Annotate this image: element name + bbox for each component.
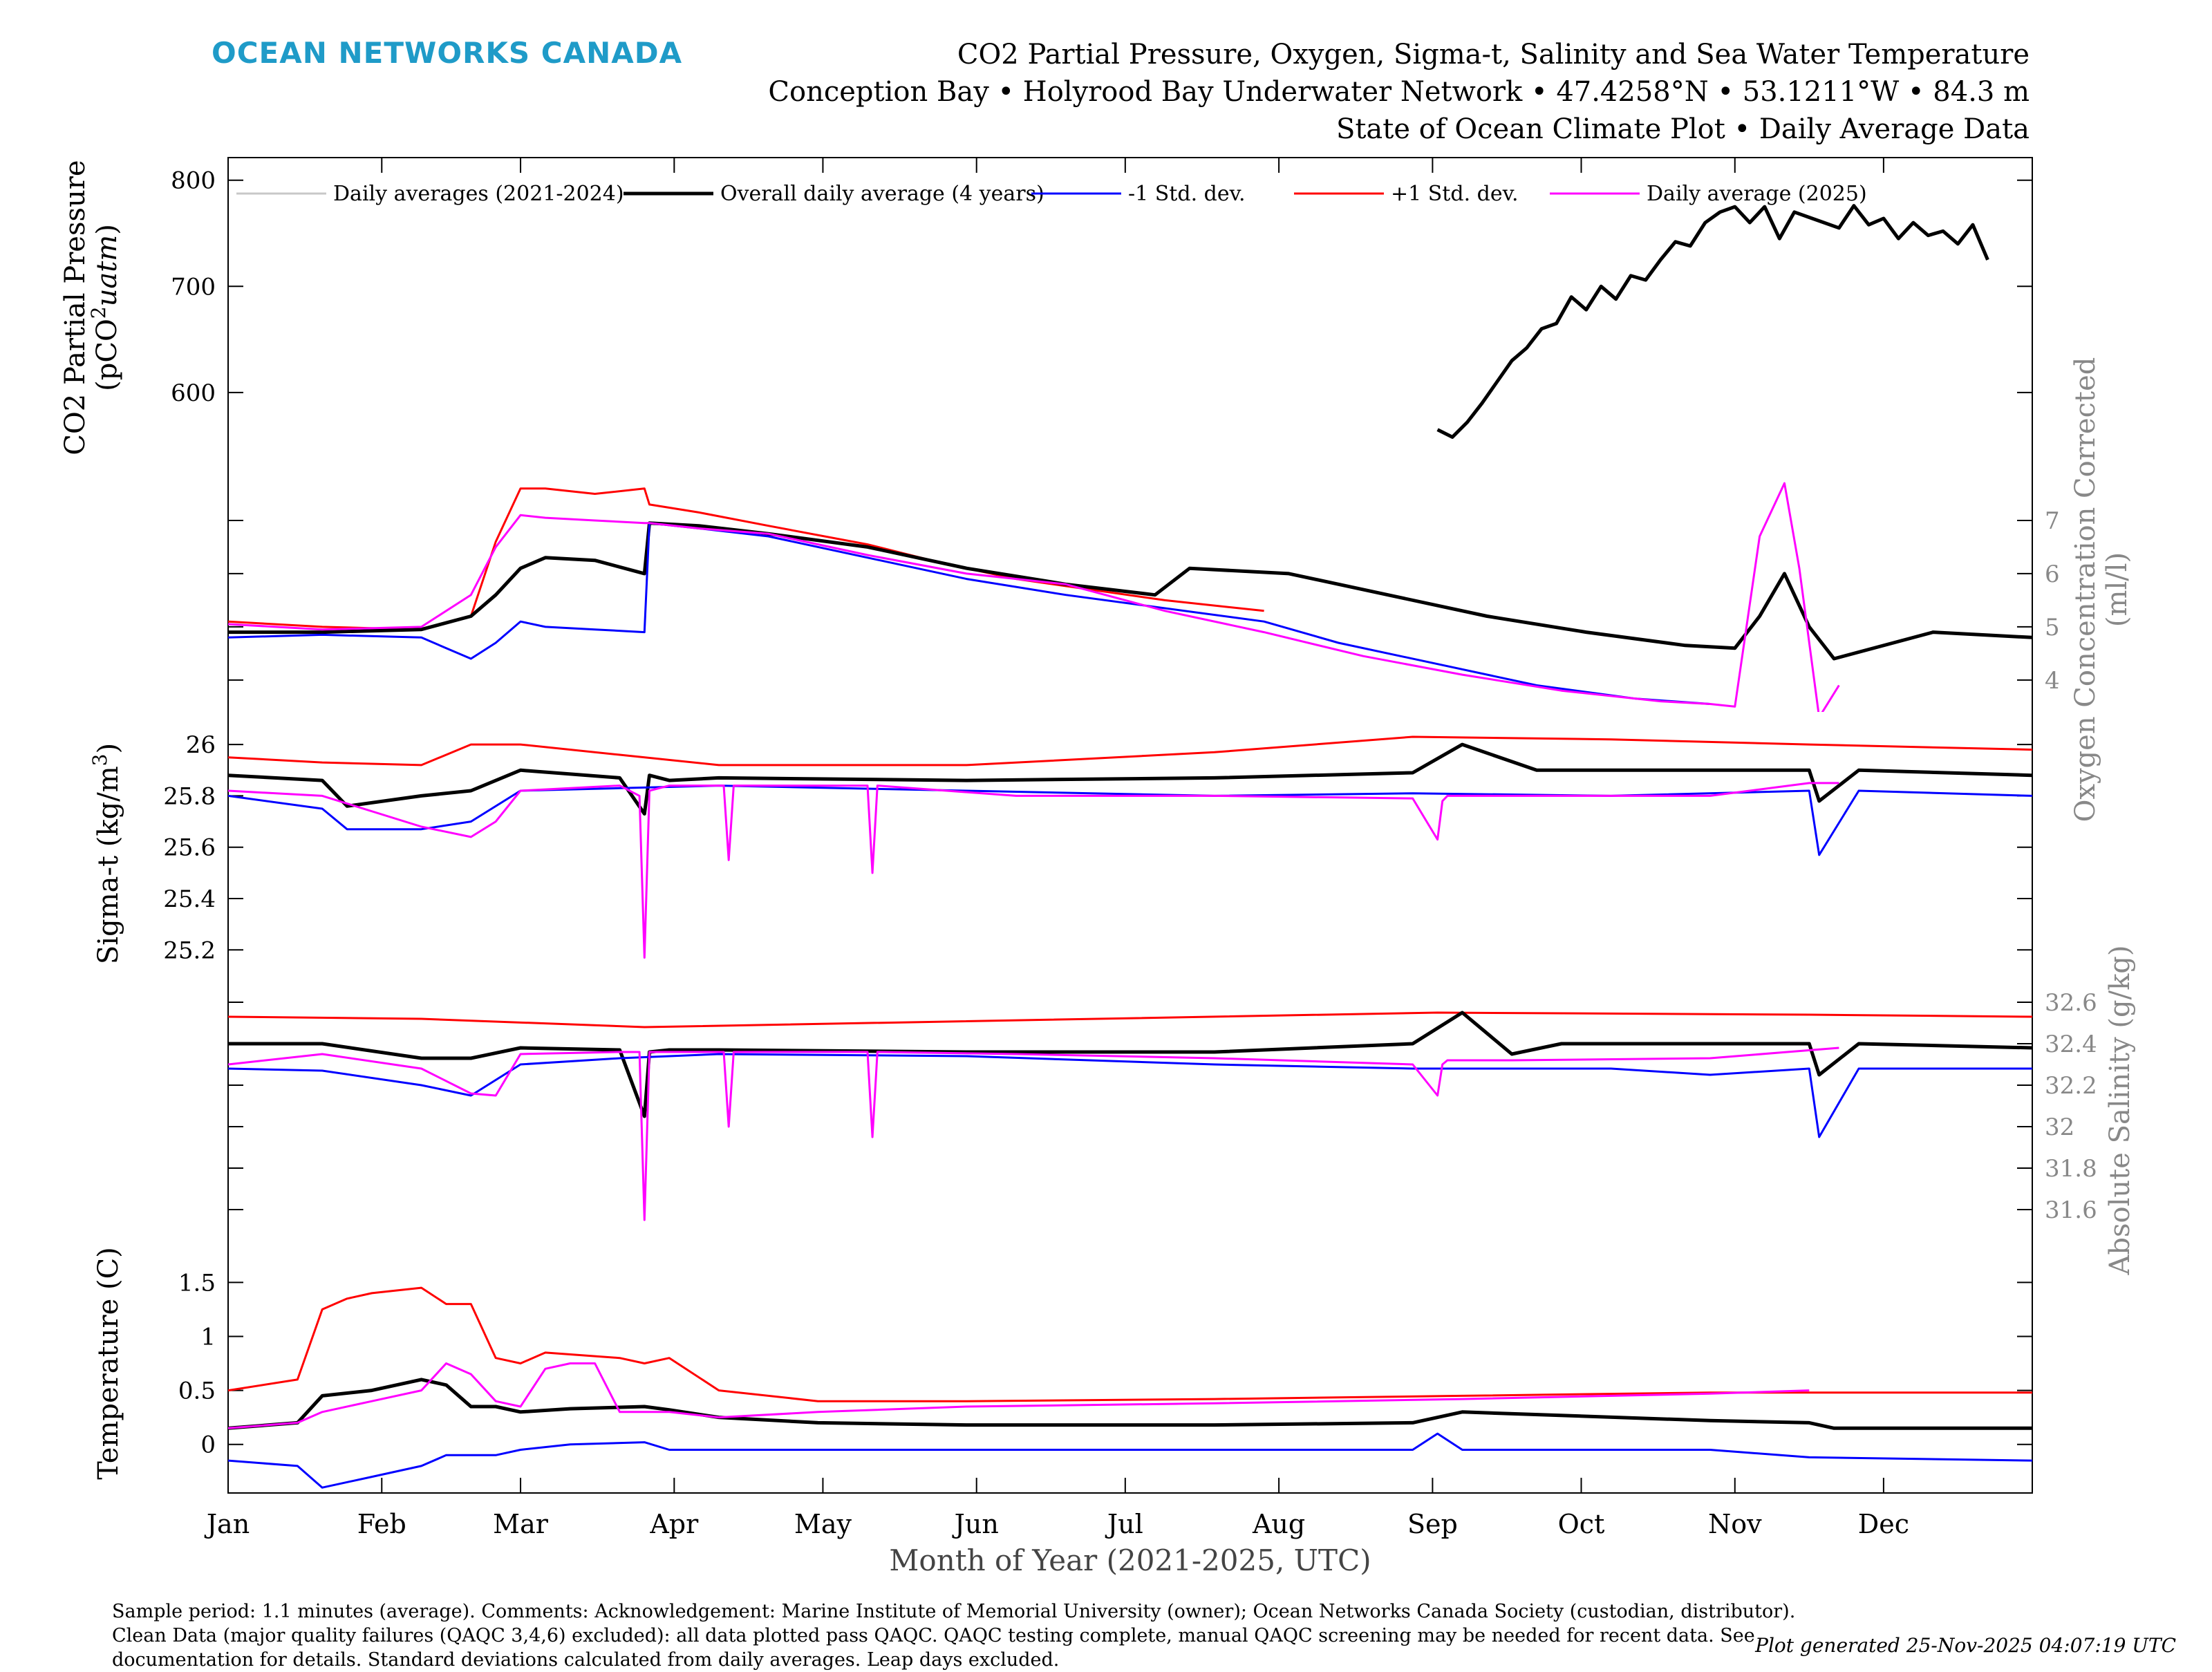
y-axis-label: Sigma-t (kg/m3) [88, 743, 125, 964]
series-line-1-std-dev [228, 1011, 2032, 1028]
series-line-1-std-dev [228, 1432, 2032, 1489]
x-tick-label-feb: Feb [357, 1509, 406, 1539]
series-line-1-std-dev [228, 1053, 2032, 1138]
series-line-1-std-dev [228, 785, 2032, 856]
y-tick-label: 25.8 [163, 782, 216, 810]
legend-label-overall-daily-average-4-years: Overall daily average (4 years) [720, 182, 1044, 206]
series-line-1-std-dev [228, 1286, 2032, 1402]
series-line-overall-daily-average-4-years [228, 1011, 2032, 1118]
y-tick-label: 700 [171, 273, 216, 301]
footer-note: Sample period: 1.1 minutes (average). Co… [112, 1601, 1796, 1671]
y-tick-label: 26 [186, 731, 216, 759]
y-tick-label: 32.4 [2045, 1031, 2097, 1058]
series-line-daily-average-2025 [228, 482, 1840, 712]
series-line-daily-average-2025 [228, 1362, 1810, 1429]
x-tick-label-jun: Jun [952, 1509, 999, 1539]
series-line-1-std-dev [228, 487, 1264, 631]
y-tick-label: 32.2 [2045, 1072, 2097, 1100]
series-line-1-std-dev [228, 522, 1711, 705]
x-tick-label-apr: Apr [649, 1509, 699, 1539]
x-tick-label-may: May [794, 1509, 852, 1539]
legend-label-1-std-dev: +1 Std. dev. [1391, 182, 1519, 206]
y-tick-label: 25.2 [163, 937, 216, 964]
x-axis-label: Month of Year (2021-2025, UTC) [889, 1543, 1371, 1577]
y-tick-label: 7 [2045, 507, 2060, 535]
x-tick-label-dec: Dec [1858, 1509, 1909, 1539]
x-tick-label-sep: Sep [1407, 1509, 1458, 1539]
series-line-daily-average-2025 [228, 1046, 1839, 1221]
x-tick-label-oct: Oct [1558, 1509, 1605, 1539]
y-tick-label: 31.8 [2045, 1155, 2097, 1183]
plot-title-line2: Conception Bay • Holyrood Bay Underwater… [768, 76, 2030, 108]
series-line-overall-daily-average-4-years [228, 742, 2032, 816]
y-tick-label: 1.5 [178, 1269, 216, 1297]
x-tick-label-jan: Jan [204, 1509, 250, 1539]
y-tick-label: 25.4 [163, 885, 216, 913]
x-tick-label-aug: Aug [1252, 1509, 1305, 1539]
y-tick-label: 32 [2045, 1114, 2074, 1141]
y-tick-label: 31.6 [2045, 1196, 2097, 1224]
y-axis-label: Oxygen Concentration Corrected(ml/l) [2070, 357, 2133, 823]
panel-sigma-t: 25.2 25.4 25.6 25.8 26 Sigma-t (kg/m3) [88, 731, 2032, 964]
y-axis-label: Absolute Salinity (g/kg) [2104, 945, 2136, 1275]
y-tick-label: 25.6 [163, 834, 216, 862]
y-tick-label: 800 [171, 167, 216, 195]
y-tick-label: 600 [171, 379, 216, 407]
y-tick-label: 32.6 [2045, 989, 2097, 1017]
x-tick-label-mar: Mar [493, 1509, 549, 1539]
y-tick-label: 0.5 [178, 1378, 216, 1405]
ocean-networks-canada-logo: OCEAN NETWORKS CANADA [212, 36, 683, 70]
legend-label-1-std-dev: -1 Std. dev. [1128, 182, 1246, 206]
legend-label-daily-average-2025: Daily average (2025) [1647, 182, 1867, 206]
series-line-overall-daily-average-4-years [228, 1378, 2032, 1430]
plot-title-line3: State of Ocean Climate Plot • Daily Aver… [1335, 113, 2030, 145]
y-tick-label: 6 [2045, 561, 2060, 588]
plot-generated-timestamp: Plot generated 25-Nov-2025 04:07:19 UTC [1755, 1634, 2176, 1657]
y-tick-label: 1 [200, 1323, 216, 1351]
y-tick-label: 5 [2045, 614, 2060, 641]
y-axis-label: CO2 Partial Pressure(pCO2uatm) [59, 160, 123, 455]
panel-oxygen: 4 5 6 7 Oxygen Concentration Corrected(ml/l) [228, 357, 2133, 823]
plot-title-line1: CO2 Partial Pressure, Oxygen, Sigma-t, S… [957, 39, 2030, 71]
panel-co2-partial-pressure: 600 700 800 CO2 Partial Pressure(pCO2uatm) [59, 160, 2032, 455]
plot-frame [227, 157, 2033, 1494]
panel-absolute-salinity: 31.6 31.8 32 32.2 32.4 32.6 Absolute Salinity … [228, 945, 2136, 1276]
x-tick-label-jul: Jul [1105, 1509, 1143, 1539]
y-axis-label: Temperature (C) [93, 1247, 124, 1480]
y-tick-label: 4 [2045, 667, 2060, 695]
series-line-overall-daily-average-4-years [1436, 204, 1989, 439]
legend-label-daily-averages-2021-2024: Daily averages (2021-2024) [333, 182, 624, 206]
panel-temperature: 0 0.5 1 1.5 Temperature (C) [93, 1247, 2032, 1489]
x-tick-label-nov: Nov [1708, 1509, 1762, 1539]
series-line-daily-average-2025 [228, 782, 1839, 959]
series-line-1-std-dev [228, 735, 2032, 767]
y-tick-label: 0 [200, 1431, 216, 1459]
